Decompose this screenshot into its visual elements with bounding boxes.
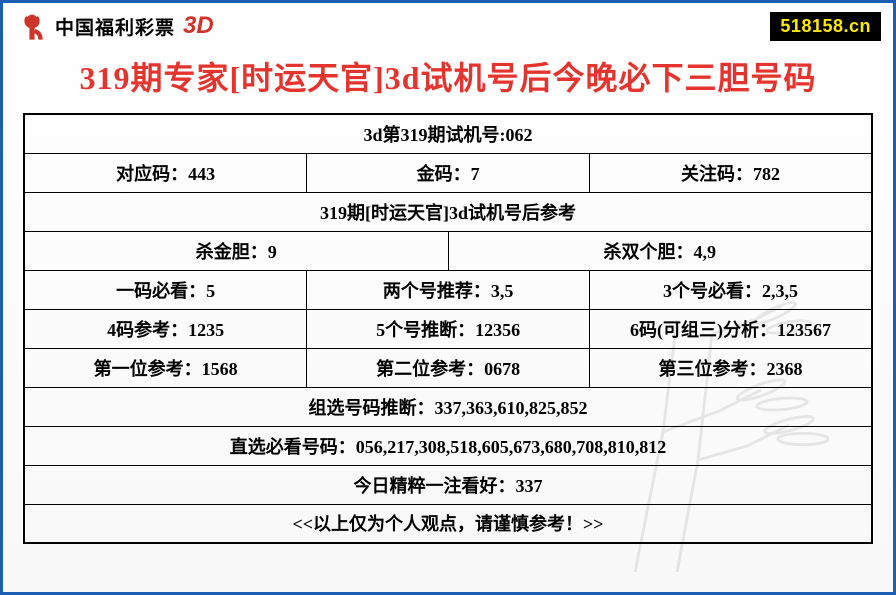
- group-select-cell: 组选号码推断：337,363,610,825,852: [24, 387, 872, 426]
- pos2-cell: 第二位参考：0678: [307, 348, 590, 387]
- lottery-logo-icon: [15, 9, 49, 43]
- focus-code-cell: 关注码：782: [589, 153, 872, 192]
- table-row: 对应码：443 金码：7 关注码：782: [24, 153, 872, 192]
- trial-number-cell: 3d第319期试机号:062: [24, 114, 872, 153]
- table-row: 3d第319期试机号:062: [24, 114, 872, 153]
- header-bar: 中国福利彩票 3D 518158.cn: [3, 3, 893, 47]
- lottery-data-table: 3d第319期试机号:062 对应码：443 金码：7 关注码：782 319期…: [23, 113, 873, 544]
- six-code-cell: 6码(可组三)分析：123567: [589, 309, 872, 348]
- kill-gold-cell: 杀金胆：9: [24, 231, 448, 270]
- table-row: 319期[时运天官]3d试机号后参考: [24, 192, 872, 231]
- brand: 中国福利彩票 3D: [15, 9, 214, 43]
- disclaimer-cell: <<以上仅为个人观点，请谨慎参考！>>: [24, 504, 872, 543]
- pos1-cell: 第一位参考：1568: [24, 348, 307, 387]
- reference-header-cell: 319期[时运天官]3d试机号后参考: [24, 192, 872, 231]
- table-row: 第一位参考：1568 第二位参考：0678 第三位参考：2368: [24, 348, 872, 387]
- brand-3d-suffix: 3D: [183, 12, 214, 40]
- direct-select-cell: 直选必看号码：056,217,308,518,605,673,680,708,8…: [24, 426, 872, 465]
- table-row: 直选必看号码：056,217,308,518,605,673,680,708,8…: [24, 426, 872, 465]
- four-code-cell: 4码参考：1235: [24, 309, 307, 348]
- gold-code-cell: 金码：7: [307, 153, 590, 192]
- table-row: 4码参考：1235 5个号推断：12356 6码(可组三)分析：123567: [24, 309, 872, 348]
- table-row: 一码必看：5 两个号推荐：3,5 3个号必看：2,3,5: [24, 270, 872, 309]
- outer-frame: 中国福利彩票 3D 518158.cn 319期专家[时运天官]3d试机号后今晚…: [0, 0, 896, 595]
- table-row: <<以上仅为个人观点，请谨慎参考！>>: [24, 504, 872, 543]
- brand-text-cn: 中国福利彩票: [55, 13, 175, 40]
- page-title: 319期专家[时运天官]3d试机号后今晚必下三胆号码: [3, 47, 893, 113]
- kill-double-cell: 杀双个胆：4,9: [448, 231, 872, 270]
- pos3-cell: 第三位参考：2368: [589, 348, 872, 387]
- three-code-cell: 3个号必看：2,3,5: [589, 270, 872, 309]
- two-code-cell: 两个号推荐：3,5: [307, 270, 590, 309]
- five-code-cell: 5个号推断：12356: [307, 309, 590, 348]
- one-code-cell: 一码必看：5: [24, 270, 307, 309]
- table-row: 杀金胆：9 杀双个胆：4,9: [24, 231, 872, 270]
- best-pick-cell: 今日精粹一注看好：337: [24, 465, 872, 504]
- table-row: 组选号码推断：337,363,610,825,852: [24, 387, 872, 426]
- corresponding-code-cell: 对应码：443: [24, 153, 307, 192]
- site-badge: 518158.cn: [770, 12, 881, 41]
- table-row: 今日精粹一注看好：337: [24, 465, 872, 504]
